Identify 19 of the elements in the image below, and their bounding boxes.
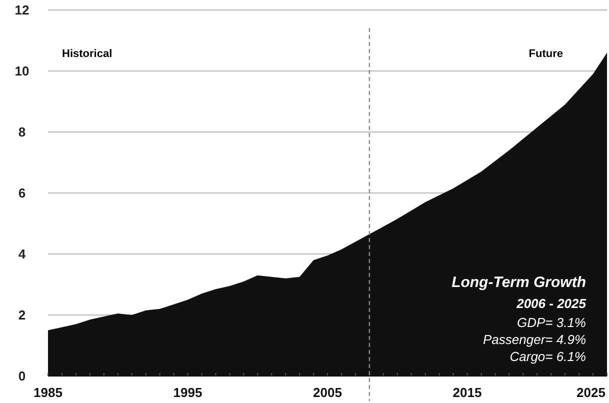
x-tick-label: 1985 bbox=[34, 385, 62, 400]
annotation: Future bbox=[528, 48, 563, 60]
y-tick-label: 12 bbox=[14, 2, 30, 18]
x-tick-label: 1995 bbox=[173, 385, 202, 400]
x-tick-label: 2025 bbox=[576, 385, 606, 400]
annotation: Historical bbox=[62, 48, 112, 60]
x-tick-label: 2015 bbox=[452, 385, 482, 400]
annotation: GDP= 3.1% bbox=[516, 315, 586, 330]
annotation: Passenger= 4.9% bbox=[483, 332, 586, 347]
y-tick-label: 0 bbox=[18, 368, 26, 384]
y-tick-label: 6 bbox=[18, 186, 26, 201]
annotation: 2006 - 2025 bbox=[516, 296, 587, 311]
x-tick-label: 2005 bbox=[313, 385, 342, 400]
annotation: Long-Term Growth bbox=[452, 274, 586, 291]
y-tick-label: 8 bbox=[18, 124, 26, 140]
y-tick-label: 10 bbox=[14, 64, 30, 79]
y-tick-label: 2 bbox=[18, 308, 26, 323]
annotation: Cargo= 6.1% bbox=[510, 349, 586, 364]
y-tick-label: 4 bbox=[18, 246, 26, 262]
